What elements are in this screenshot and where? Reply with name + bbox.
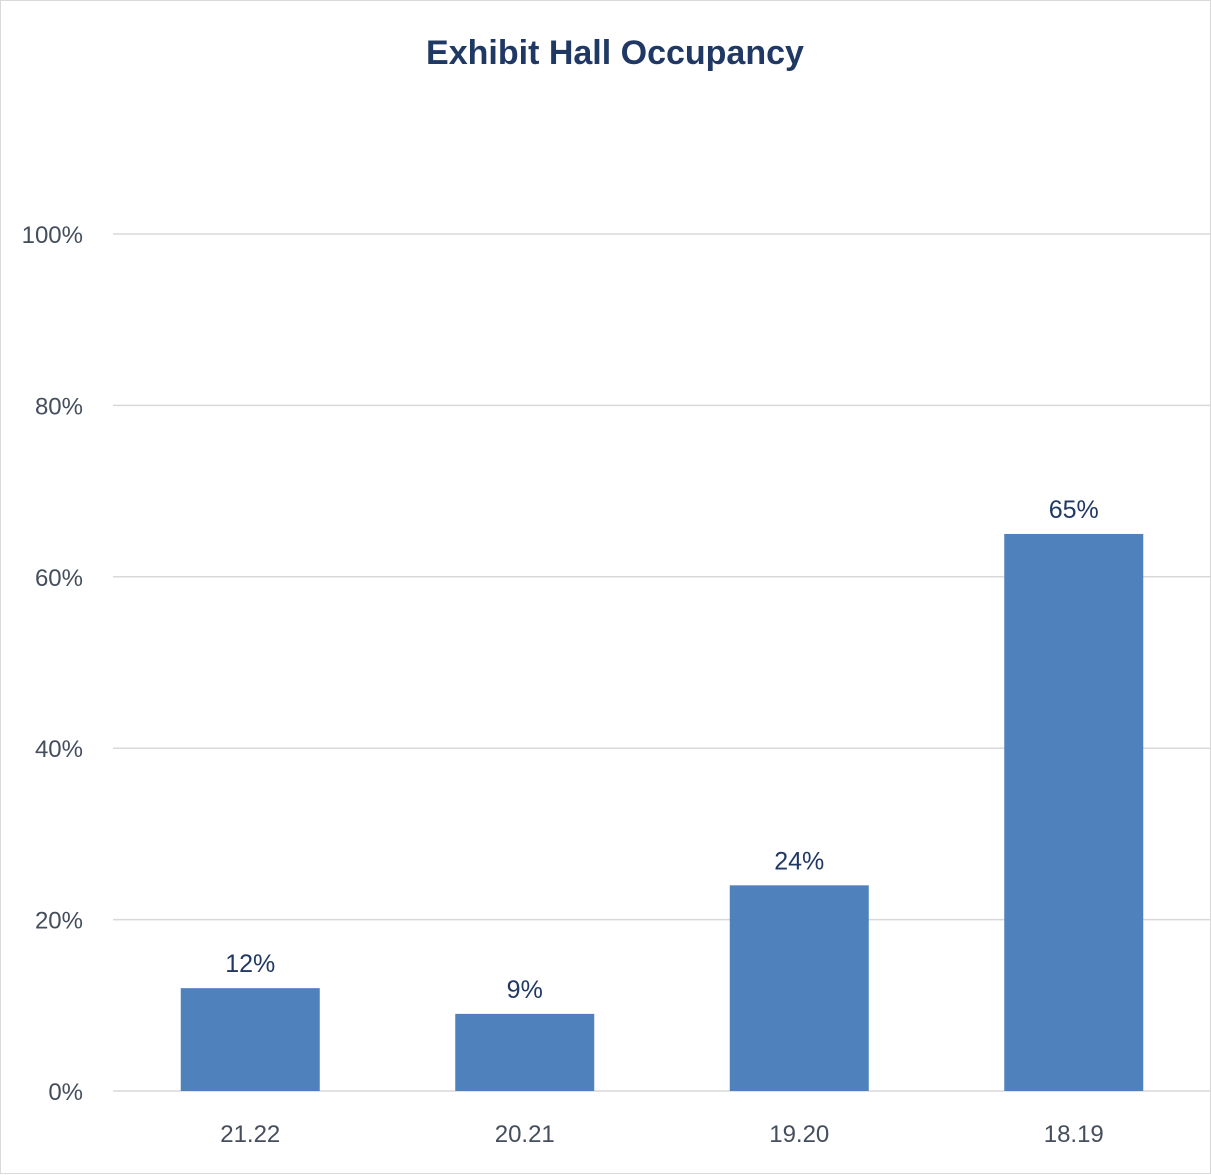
bar xyxy=(1004,533,1144,1091)
data-label: 12% xyxy=(225,950,275,978)
bar xyxy=(729,885,869,1091)
x-axis-ticks: 21.22 20.21 19.20 18.19 xyxy=(220,1121,1104,1148)
y-axis-ticks: 0% 20% 40% 60% 80% 100% xyxy=(22,222,83,1106)
y-tick-label: 0% xyxy=(48,1079,83,1106)
x-tick-label: 20.21 xyxy=(495,1121,555,1148)
y-tick-label: 40% xyxy=(35,736,83,763)
data-label: 24% xyxy=(774,847,824,875)
y-tick-label: 100% xyxy=(22,222,83,249)
data-label: 9% xyxy=(507,976,543,1004)
x-tick-label: 19.20 xyxy=(769,1121,829,1148)
x-tick-label: 21.22 xyxy=(220,1121,280,1148)
bars xyxy=(180,533,1144,1091)
data-labels: 12% 9% 24% 65% xyxy=(225,496,1099,1004)
x-tick-label: 18.19 xyxy=(1044,1121,1104,1148)
y-tick-label: 80% xyxy=(35,393,83,420)
bar xyxy=(180,988,320,1091)
bar xyxy=(455,1013,595,1091)
chart-title: Exhibit Hall Occupancy xyxy=(426,34,804,72)
y-tick-label: 60% xyxy=(35,565,83,592)
data-label: 65% xyxy=(1049,496,1099,524)
y-tick-label: 20% xyxy=(35,908,83,935)
